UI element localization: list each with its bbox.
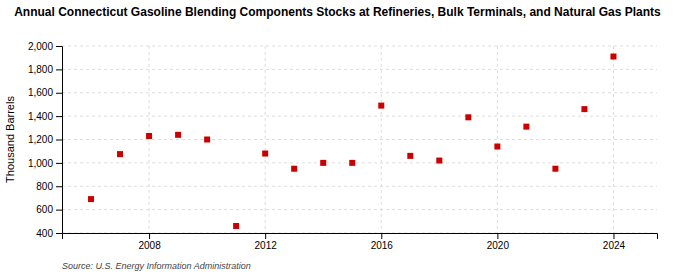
point [320, 160, 326, 166]
point [204, 137, 210, 143]
grid-line-y [62, 186, 657, 187]
y-tick-mark [56, 186, 62, 187]
grid-line-y [62, 92, 657, 93]
point [407, 153, 413, 159]
x-tick-label: 2016 [371, 240, 394, 251]
grid-line-y [62, 209, 657, 210]
x-tick: 2024 [603, 233, 626, 251]
y-tick-label: 1,200 [28, 134, 53, 145]
y-tick: 600 [36, 204, 62, 215]
y-tick-label: 400 [36, 228, 53, 239]
y-tick: 800 [36, 181, 62, 192]
y-tick: 1,200 [28, 134, 62, 145]
x-tick-label: 2008 [138, 240, 161, 251]
plot: 2008 2012 2016 2020 2024 400 600 800 1,000 1,200 1… [28, 41, 658, 251]
grid-line-x [497, 46, 498, 233]
x-tick-mark [497, 233, 498, 239]
title-line: Annual Connecticut Gasoline Blending Com… [14, 5, 661, 19]
point [262, 151, 268, 157]
x-axis-line [63, 234, 658, 240]
x-tick-label: 2024 [603, 240, 626, 251]
y-tick-label: 2,000 [28, 41, 53, 52]
annotation: Source: U.S. Energy Information Administ… [62, 261, 251, 271]
y-tick-mark [56, 210, 62, 211]
y-tick-mark [56, 163, 62, 164]
grid-line-y [62, 139, 657, 140]
y-tick-mark [56, 46, 62, 47]
grid-line-y [62, 162, 657, 163]
y-tick-label: 1,400 [28, 111, 53, 122]
point [610, 54, 616, 60]
point [233, 223, 239, 229]
y-tick: 1,800 [28, 64, 62, 75]
y-tick: 1,600 [28, 87, 62, 98]
x-tick-mark [613, 233, 614, 239]
x-tick: 2012 [255, 233, 278, 251]
grid-line-x [613, 46, 614, 233]
x-tick: 2016 [371, 233, 394, 251]
x-tick: 2020 [487, 233, 510, 251]
y-tick-label: 1,800 [28, 64, 53, 75]
point [494, 144, 500, 150]
x-tick-mark [265, 233, 266, 239]
point [552, 166, 558, 172]
y-tick-label: 600 [36, 204, 53, 215]
grid-line-x [381, 46, 382, 233]
grid-line-y [62, 116, 657, 117]
point [349, 160, 355, 166]
y-tick-mark [56, 140, 62, 141]
y-tick-label: 800 [36, 181, 53, 192]
point [465, 114, 471, 120]
grid-line-x [265, 46, 266, 233]
x-tick: 2008 [138, 233, 161, 251]
y-tick-mark [56, 93, 62, 94]
point [436, 158, 442, 164]
grid-line-x [149, 46, 150, 233]
point [581, 106, 587, 112]
x-axis: 2008 2012 2016 2020 2024 [63, 233, 658, 251]
y-tick: 2,000 [28, 41, 62, 52]
y-axis-line [56, 47, 63, 234]
point [378, 103, 384, 109]
grid-line-y [62, 46, 657, 47]
points [88, 54, 616, 229]
title: Annual Connecticut Gasoline Blending Com… [14, 5, 661, 19]
y-axis: 400 600 800 1,000 1,200 1,400 1,600 1,800 2,000 [28, 41, 63, 239]
y-tick: 400 [36, 228, 62, 239]
point [523, 124, 529, 130]
y-tick-mark [56, 116, 62, 117]
x-tick-label: 2012 [255, 240, 278, 251]
y-tick-label: 1,600 [28, 87, 53, 98]
x-tick-label: 2020 [487, 240, 510, 251]
point [146, 133, 152, 139]
y-tick: 1,000 [28, 158, 62, 169]
y-tick-label: 1,000 [28, 158, 53, 169]
y-tick-mark [56, 69, 62, 70]
grid-line-y [62, 69, 657, 70]
y-tick: 1,400 [28, 111, 62, 122]
x-tick-mark [149, 233, 150, 239]
point [175, 132, 181, 138]
point [88, 196, 94, 202]
y-tick-mark [56, 233, 62, 234]
chart: Annual Connecticut Gasoline Blending Com… [0, 0, 675, 275]
x-tick-mark [381, 233, 382, 239]
point [291, 166, 297, 172]
grid [62, 46, 657, 233]
y-axis-title: Thousand Barrels [4, 96, 16, 183]
point [117, 151, 123, 157]
